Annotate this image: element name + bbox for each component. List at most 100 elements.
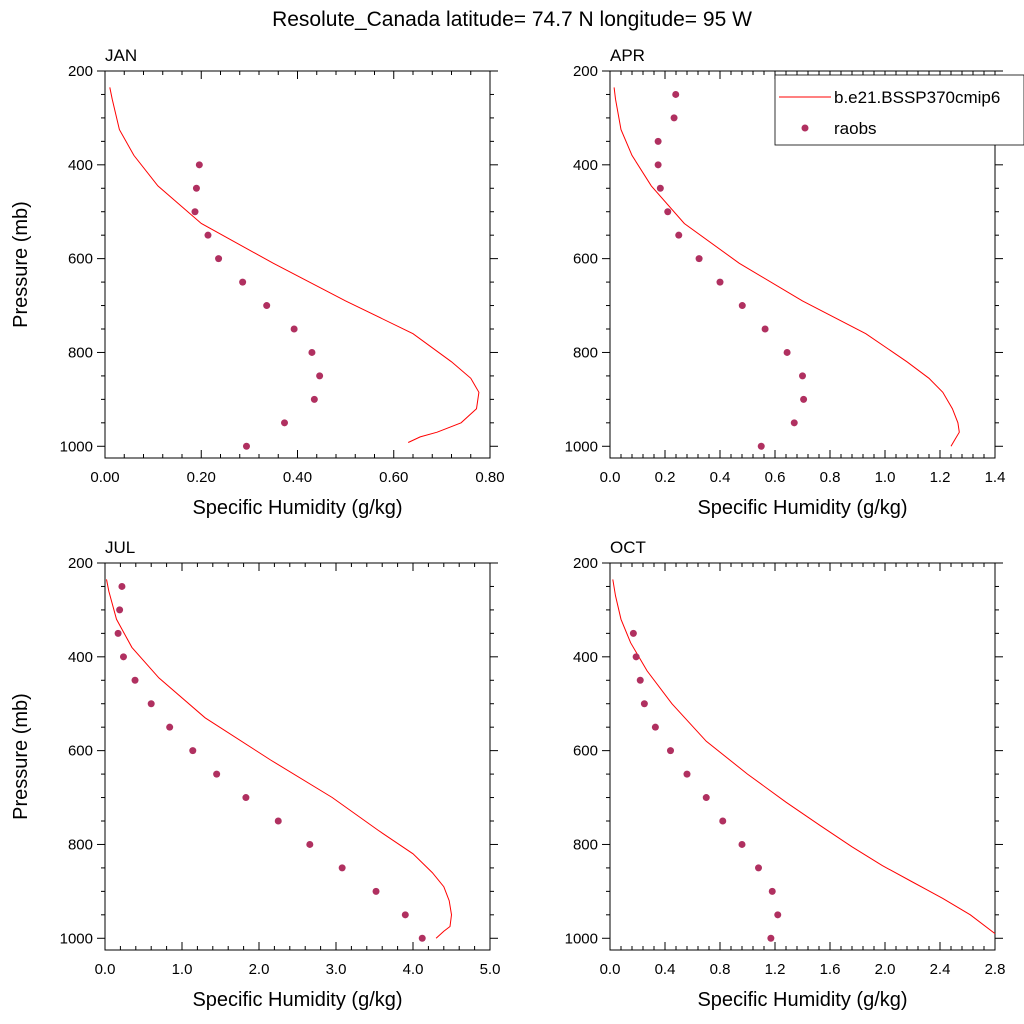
jul-raobs-point: [372, 887, 380, 895]
oct-panel-title: OCT: [610, 538, 646, 557]
apr-y-tick-label: 200: [573, 63, 598, 80]
jan-raobs-point: [192, 184, 200, 192]
oct-x-tick-label: 0.8: [710, 961, 731, 978]
jul-raobs-point: [418, 934, 426, 942]
jan-x-axis-label: Specific Humidity (g/kg): [192, 497, 402, 519]
jan-x-tick-label: 0.80: [475, 469, 504, 486]
jan-raobs-point: [310, 395, 318, 403]
jul-y-tick-label: 600: [68, 743, 93, 760]
jul-raobs-point: [166, 723, 174, 731]
apr-x-tick-label: 0.8: [820, 469, 841, 486]
jan-raobs-point: [239, 278, 247, 286]
oct-raobs-point: [738, 840, 746, 848]
oct-x-tick-label: 0.4: [655, 961, 676, 978]
apr-raobs-point: [800, 395, 808, 403]
jan-raobs-point: [281, 419, 289, 427]
jan-y-tick-label: 1000: [60, 438, 93, 455]
jul-y-axis-label: Pressure (mb): [10, 693, 32, 820]
jul-y-tick-label: 800: [68, 836, 93, 853]
oct-raobs-point: [632, 653, 640, 661]
legend-marker-swatch: [801, 124, 809, 132]
apr-raobs-point: [716, 278, 724, 286]
apr-x-tick-label: 0.2: [655, 469, 676, 486]
jul-raobs-point: [213, 770, 221, 778]
apr-panel-title: APR: [610, 46, 645, 65]
jan-y-tick-label: 400: [68, 157, 93, 174]
jul-x-tick-label: 5.0: [480, 961, 501, 978]
oct-x-axis-label: Specific Humidity (g/kg): [697, 989, 907, 1011]
jan-y-tick-label: 600: [68, 251, 93, 268]
oct-plot-frame: [609, 562, 996, 951]
jul-raobs-point: [131, 676, 139, 684]
jan-x-tick-label: 0.40: [283, 469, 312, 486]
apr-raobs-point: [799, 372, 806, 380]
apr-raobs-point: [672, 90, 680, 98]
panel-jan: 0.00 0.20 0.40 0.60 0.80 200 400 600 800 1000 JAN S…: [10, 46, 505, 519]
jul-raobs-point: [306, 840, 314, 848]
apr-raobs-point: [695, 255, 703, 263]
jul-y-tick-label: 1000: [60, 930, 93, 947]
apr-raobs-point: [738, 302, 746, 310]
jul-x-tick-label: 0.0: [95, 961, 116, 978]
jan-raobs-point: [308, 348, 316, 356]
apr-x-tick-label: 1.4: [985, 469, 1006, 486]
jul-x-axis-label: Specific Humidity (g/kg): [192, 989, 402, 1011]
oct-y-tick-label: 200: [573, 555, 598, 572]
panel-jul: 0.0 1.0 2.0 3.0 4.0 5.0 200 400 600 800 1000 JUL Spe…: [10, 538, 500, 1011]
legend: b.e21.BSSP370cmip6 raobs: [774, 74, 1024, 146]
apr-x-tick-label: 1.2: [930, 469, 951, 486]
jan-y-tick-label: 200: [68, 63, 93, 80]
oct-y-tick-label: 1000: [565, 930, 598, 947]
jul-raobs-point: [147, 700, 155, 708]
oct-y-tick-label: 600: [573, 743, 598, 760]
jan-raobs-point: [242, 442, 250, 450]
jul-raobs-point: [338, 864, 346, 872]
apr-raobs-point: [664, 208, 672, 216]
jan-x-tick-label: 0.00: [90, 469, 119, 486]
oct-x-tick-label: 1.6: [820, 961, 841, 978]
jan-model-line: [109, 87, 480, 443]
oct-raobs-point: [683, 770, 691, 778]
oct-x-tick-label: 0.0: [600, 961, 621, 978]
apr-raobs-point: [670, 114, 678, 122]
jan-x-tick-label: 0.60: [379, 469, 408, 486]
jul-plot-frame: [104, 562, 491, 951]
apr-x-tick-label: 0.0: [600, 469, 621, 486]
apr-y-tick-label: 400: [573, 157, 598, 174]
oct-y-tick-label: 800: [573, 836, 598, 853]
legend-label-b-e21-bssp370cmip6: b.e21.BSSP370cmip6: [834, 88, 1000, 107]
jul-x-tick-label: 1.0: [172, 961, 193, 978]
apr-x-tick-label: 0.4: [710, 469, 731, 486]
oct-raobs-point: [767, 934, 775, 942]
oct-raobs-point: [667, 747, 674, 755]
apr-raobs-point: [654, 137, 662, 145]
jan-raobs-point: [195, 161, 203, 169]
apr-plot-frame: [609, 70, 996, 459]
jul-raobs-point: [114, 629, 122, 637]
jul-raobs-point: [401, 911, 409, 919]
jan-panel-title: JAN: [105, 46, 137, 65]
jan-raobs-point: [215, 255, 223, 263]
oct-raobs-point: [719, 817, 727, 825]
jan-y-tick-label: 800: [68, 344, 93, 361]
oct-y-tick-label: 400: [573, 649, 598, 666]
legend-box: [774, 74, 1024, 146]
apr-x-axis-label: Specific Humidity (g/kg): [697, 497, 907, 519]
apr-raobs-point: [757, 442, 765, 450]
jan-y-axis-label: Pressure (mb): [10, 201, 32, 328]
oct-model-line: [612, 579, 996, 934]
jan-plot-frame: [104, 70, 491, 459]
oct-raobs-point: [636, 676, 644, 684]
apr-model-line: [613, 87, 960, 447]
oct-raobs-point: [768, 887, 776, 895]
jul-raobs-point: [119, 653, 127, 661]
panel-apr: 0.0 0.2 0.4 0.6 0.8 1.0 1.2 1.4 200 400 600 800 1000…: [565, 46, 1006, 519]
jul-x-tick-label: 2.0: [249, 961, 270, 978]
jul-y-tick-label: 400: [68, 649, 93, 666]
oct-raobs-point: [629, 629, 637, 637]
oct-raobs-point: [774, 911, 782, 919]
jul-raobs-point: [116, 606, 124, 614]
apr-y-tick-label: 800: [573, 344, 598, 361]
jul-raobs-point: [274, 817, 282, 825]
